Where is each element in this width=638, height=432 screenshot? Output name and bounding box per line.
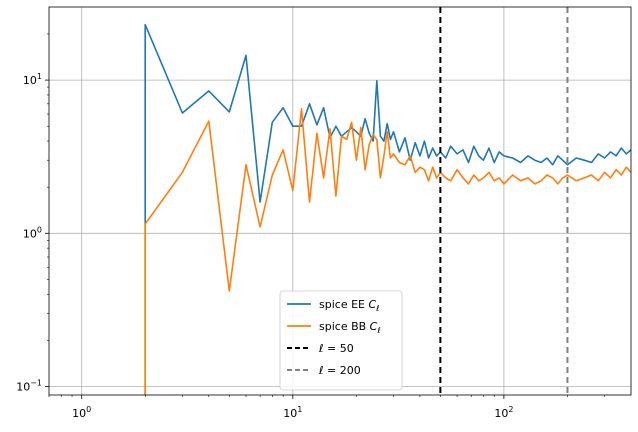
legend-label: ℓ = 50 (318, 342, 354, 355)
series-line-1 (144, 108, 632, 395)
legend: spice EE Cℓ spice BB Cℓ ℓ = 50 ℓ = 200 (279, 290, 403, 391)
x-tick-label: 102 (494, 405, 513, 420)
ticks: 100 101 102 10−1 100 101 (16, 33, 605, 420)
legend-label: ℓ = 200 (318, 364, 361, 377)
x-tick-label: 101 (283, 405, 302, 420)
y-tick-label: 100 (23, 225, 42, 240)
legend-label: spice EE Cℓ (319, 298, 379, 313)
legend-label: spice BB Cℓ (319, 320, 381, 335)
series-group (144, 23, 632, 395)
y-tick-label: 101 (23, 72, 42, 87)
y-tick-label: 10−1 (16, 378, 42, 393)
legend-box (279, 290, 403, 391)
x-tick-label: 100 (72, 405, 91, 420)
plot-frame (48, 6, 632, 396)
series-line-0 (144, 23, 632, 395)
vline-group (439, 7, 569, 395)
